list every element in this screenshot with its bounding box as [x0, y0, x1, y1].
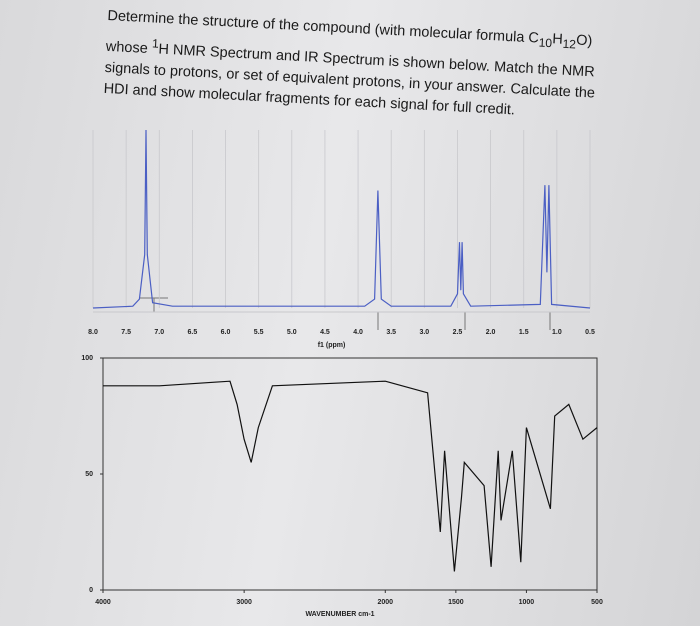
x-axis-label: f1 (ppm): [318, 342, 346, 349]
x-tick-label: 5.0: [287, 329, 297, 336]
x-tick-label: 3.5: [386, 329, 396, 336]
plot-frame: [102, 357, 598, 591]
integration-brackets: [140, 297, 565, 330]
y-tick-label: 100: [81, 355, 93, 362]
spectrum-line: [103, 380, 598, 572]
x-tick-label: 2.5: [453, 329, 463, 336]
x-tick-label: 4000: [95, 599, 111, 606]
x-tick-label: 3.0: [419, 329, 429, 336]
x-tick-label: 1.5: [519, 329, 529, 336]
x-tick-label: 6.0: [221, 329, 231, 336]
x-tick-label: 8.0: [88, 329, 98, 336]
x-tick-label: 7.0: [154, 329, 164, 336]
x-tick-label: 4.0: [353, 329, 363, 336]
spectrum-line: [92, 129, 591, 309]
x-axis-label: WAVENUMBER cm-1: [305, 611, 374, 618]
x-tick-label: 1000: [519, 599, 535, 606]
x-tick-label: 2.0: [486, 329, 496, 336]
x-tick-label: 1.0: [552, 329, 562, 336]
x-tick-label: 4.5: [320, 329, 330, 336]
x-tick-label: 3000: [236, 599, 252, 606]
x-tick-label: 1500: [448, 599, 464, 606]
y-tick-label: 50: [85, 471, 93, 478]
x-tick-label: 5.5: [254, 329, 264, 336]
x-tick-label: 6.5: [188, 329, 198, 336]
x-tick-label: 0.5: [585, 329, 595, 336]
y-tick-label: 0: [89, 587, 93, 594]
x-tick-label: 7.5: [121, 329, 131, 336]
x-tick-label: 500: [591, 599, 603, 606]
x-tick-label: 2000: [377, 599, 393, 606]
